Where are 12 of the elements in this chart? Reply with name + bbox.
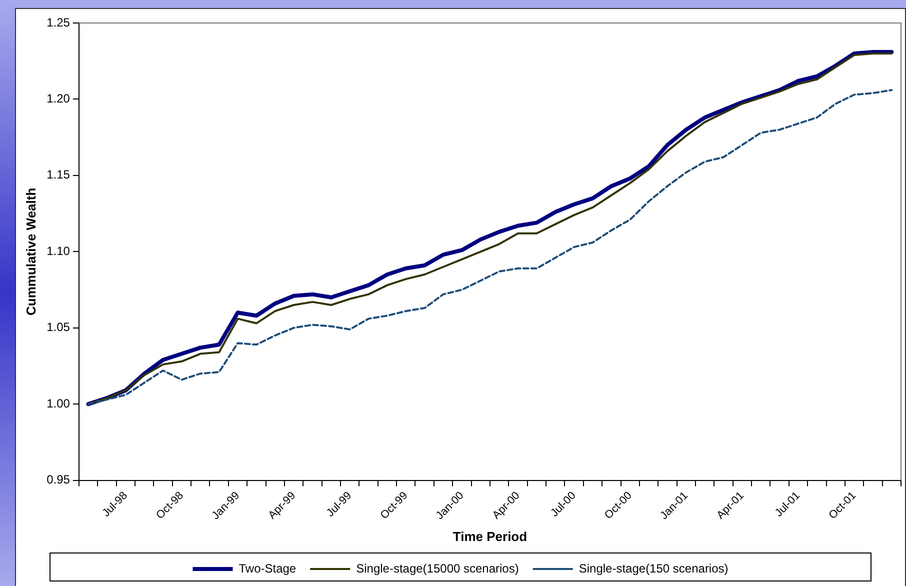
legend-label: Two-Stage — [238, 561, 296, 576]
x-axis-title: Time Period — [452, 528, 528, 544]
y-tick-label: 1.05 — [46, 320, 70, 334]
legend-label: Single-stage(15000 scenarios) — [356, 561, 519, 576]
y-tick-label: 1.15 — [46, 168, 70, 182]
y-tick-label: 1.00 — [46, 396, 70, 410]
y-axis-title: Cummulative Wealth — [23, 188, 38, 316]
y-tick-label: 1.25 — [46, 15, 70, 30]
legend-label: Single-stage(150 scenarios) — [578, 561, 728, 576]
y-tick-label: 1.10 — [46, 244, 70, 258]
y-tick-label: 1.20 — [46, 92, 70, 106]
y-tick-label: 0.95 — [46, 472, 70, 487]
